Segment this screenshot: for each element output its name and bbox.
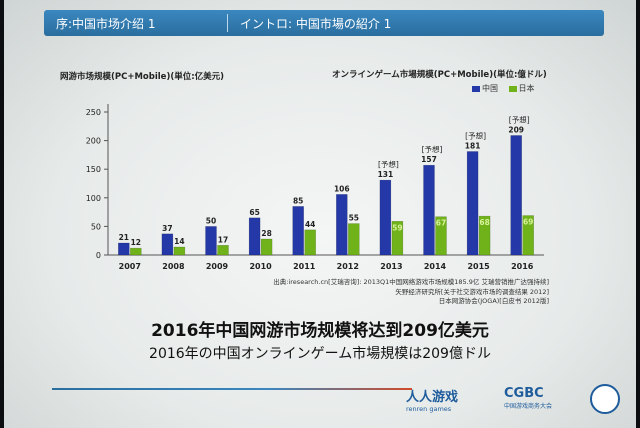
forecast-label: [予想] [465, 130, 486, 140]
headline-jp: 2016年の中国オンラインゲーム市場規模は209億ドル [149, 346, 491, 362]
bar-china [379, 179, 392, 256]
y-tick-label: 100 [86, 194, 101, 203]
header-title-cn: 序:中国市场介绍 1 [56, 17, 156, 31]
bar-japan [304, 229, 316, 256]
source-line-2: 矢野经济研究所[关于社交游戏市场的调查结果 2012] [395, 287, 549, 296]
data-label-japan: 59 [392, 223, 402, 232]
bar-china [423, 164, 435, 256]
bar-china [205, 226, 217, 256]
data-label-china: 37 [162, 224, 172, 233]
bar-china [466, 151, 479, 256]
bar-china [292, 206, 304, 256]
forecast-label: [予想] [422, 144, 443, 154]
y-tick-label: 200 [86, 137, 101, 146]
x-tick-label: 2010 [249, 262, 272, 271]
data-label-china: 106 [334, 184, 350, 193]
y-tick-label: 0 [96, 251, 101, 260]
header-separator [227, 14, 228, 32]
cgbc-logo-text: CGBC [504, 386, 544, 401]
cgbc-logo-sub: 中国游戏商务大会 [504, 403, 553, 410]
bar-japan [522, 215, 534, 256]
x-tick-label: 2016 [511, 262, 534, 271]
renren-games-logo: 人人游戏 renren games [406, 386, 458, 413]
data-label-japan: 55 [349, 214, 359, 223]
bar-china [336, 194, 348, 256]
chart-title-cn: 网游市场规模(PC+Mobile)(単位:亿美元) [60, 72, 225, 82]
bar-china [510, 135, 522, 256]
x-tick-label: 2013 [380, 262, 402, 271]
y-tick-label: 150 [86, 165, 101, 174]
bar-japan [348, 223, 360, 256]
chart-title-jp: オンラインゲーム市場規模(PC+Mobile)(単位:億ドル) [332, 70, 547, 80]
source-note: 出典:iresearch.cn[艾瑞咨询]: 2013Q1中国网络游戏市场规模1… [204, 278, 549, 307]
x-tick-label: 2011 [293, 262, 316, 271]
legend-item-japan: 日本 [508, 84, 535, 93]
header-bar: 序:中国市场介绍 1 イントロ: 中国市場の紹介 1 [44, 10, 604, 36]
renren-logo-en: renren games [406, 405, 452, 413]
bar-japan [478, 215, 491, 256]
bar-china [118, 242, 130, 256]
data-label-china: 21 [119, 233, 129, 242]
bar-china [248, 217, 261, 256]
headline-cn: 2016年中国网游市场规模将达到209亿美元 [151, 321, 489, 341]
forecast-label: [予想] [378, 159, 399, 169]
data-label-japan: 69 [523, 218, 533, 227]
legend-item-china: 中国 [472, 84, 498, 93]
legend-label-china: 中国 [482, 84, 498, 93]
data-label-japan: 12 [131, 238, 141, 247]
x-tick-label: 2007 [119, 262, 141, 271]
data-label-china: 157 [421, 155, 437, 164]
x-tick-label: 2014 [424, 262, 447, 271]
x-tick-label: 2012 [337, 262, 359, 271]
data-label-china: 209 [508, 125, 524, 134]
legend-label-japan: 日本 [518, 84, 535, 93]
data-label-japan: 14 [174, 237, 184, 246]
bar-japan [435, 216, 447, 256]
data-label-japan: 28 [261, 229, 271, 238]
data-label-japan: 17 [218, 235, 228, 244]
source-line-1: 出典:iresearch.cn[艾瑞咨询]: 2013Q1中国网络游戏市场规模1… [273, 278, 549, 286]
legend-swatch-japan [508, 85, 517, 92]
bar-china [161, 233, 174, 256]
header-title-jp: イントロ: 中国市場の紹介 1 [240, 17, 392, 31]
footer-divider [52, 388, 412, 390]
cgbc-logo: CGBC 中国游戏商务大会 [504, 386, 552, 410]
data-label-china: 181 [465, 141, 481, 150]
data-label-china: 131 [378, 170, 394, 179]
badge-logo [590, 384, 620, 414]
y-tick-label: 50 [91, 222, 101, 231]
data-label-china: 50 [206, 216, 216, 225]
y-tick-label: 250 [86, 108, 101, 117]
x-tick-label: 2015 [467, 262, 490, 271]
bar-japan [173, 246, 186, 256]
data-label-china: 65 [249, 208, 259, 217]
forecast-label: [予想] [509, 114, 530, 124]
data-label-japan: 44 [305, 220, 315, 229]
bar-japan [391, 221, 404, 256]
x-tick-label: 2008 [162, 262, 185, 271]
data-label-china: 85 [293, 196, 303, 205]
legend-swatch-china [472, 85, 480, 92]
x-tick-label: 2009 [206, 262, 229, 271]
slide: 序:中国市场介绍 1 イントロ: 中国市場の紹介 1 网游市场规模(PC+Mob… [4, 0, 636, 428]
data-label-japan: 68 [479, 218, 489, 227]
bar-japan [260, 238, 273, 256]
data-label-japan: 67 [436, 219, 446, 228]
bar-japan [217, 245, 229, 256]
chart-legend: 中国 日本 [472, 83, 543, 94]
renren-logo-cn: 人人游戏 [406, 390, 459, 405]
source-line-3: 日本网游协会(JOGA)[白皮书 2012版] [438, 297, 549, 305]
bar-japan [130, 247, 142, 256]
